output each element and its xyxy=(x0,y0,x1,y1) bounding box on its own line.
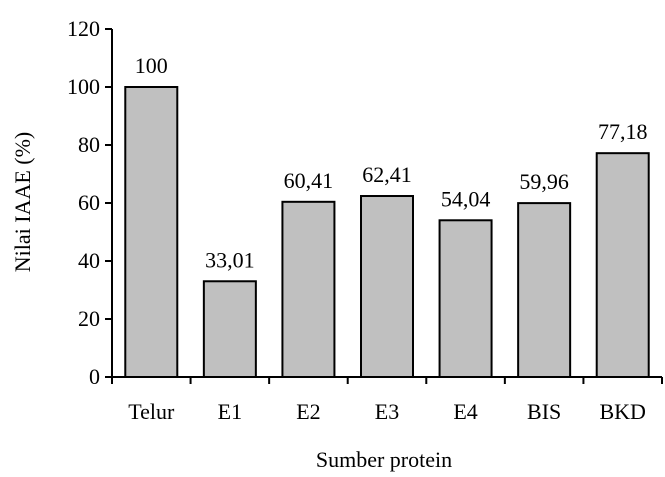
y-tick-label: 100 xyxy=(67,74,100,99)
bars xyxy=(124,86,650,378)
data-label: 33,01 xyxy=(205,247,255,272)
y-axis: 0 20 40 60 80 100 120 xyxy=(67,16,113,389)
x-tick-label: E2 xyxy=(296,399,320,424)
y-tick-label: 40 xyxy=(78,248,100,273)
bar-e3 xyxy=(360,195,414,378)
y-tick-label: 60 xyxy=(78,190,100,215)
bar-telur xyxy=(124,86,179,378)
data-label: 77,18 xyxy=(598,119,648,144)
bar-e2 xyxy=(281,200,336,378)
x-tick-label: E3 xyxy=(375,399,399,424)
data-labels: 100 33,01 60,41 62,41 54,04 59,96 77,18 xyxy=(135,53,648,272)
x-axis-title: Sumber protein xyxy=(316,447,452,472)
bar-e4 xyxy=(438,219,493,378)
bar-e1 xyxy=(202,280,257,378)
data-label: 54,04 xyxy=(441,186,491,211)
data-label: 100 xyxy=(135,53,168,78)
y-tick-label: 80 xyxy=(78,132,100,157)
x-tick-label: E1 xyxy=(218,399,242,424)
bar-bkd xyxy=(595,152,650,378)
y-tick-label: 0 xyxy=(89,364,100,389)
data-label: 59,96 xyxy=(519,169,569,194)
x-tick-label: Telur xyxy=(128,399,175,424)
x-axis: Telur E1 E2 E3 E4 BIS BKD xyxy=(111,376,663,424)
x-tick-label: BKD xyxy=(599,399,645,424)
x-tick-label: BIS xyxy=(527,399,561,424)
x-tick-label: E4 xyxy=(453,399,477,424)
data-label: 62,41 xyxy=(362,162,412,187)
y-axis-title: Nilai IAAE (%) xyxy=(10,132,35,273)
y-tick-label: 120 xyxy=(67,16,100,41)
data-label: 60,41 xyxy=(284,168,334,193)
bar-bis xyxy=(517,202,572,378)
y-tick-label: 20 xyxy=(78,306,100,331)
